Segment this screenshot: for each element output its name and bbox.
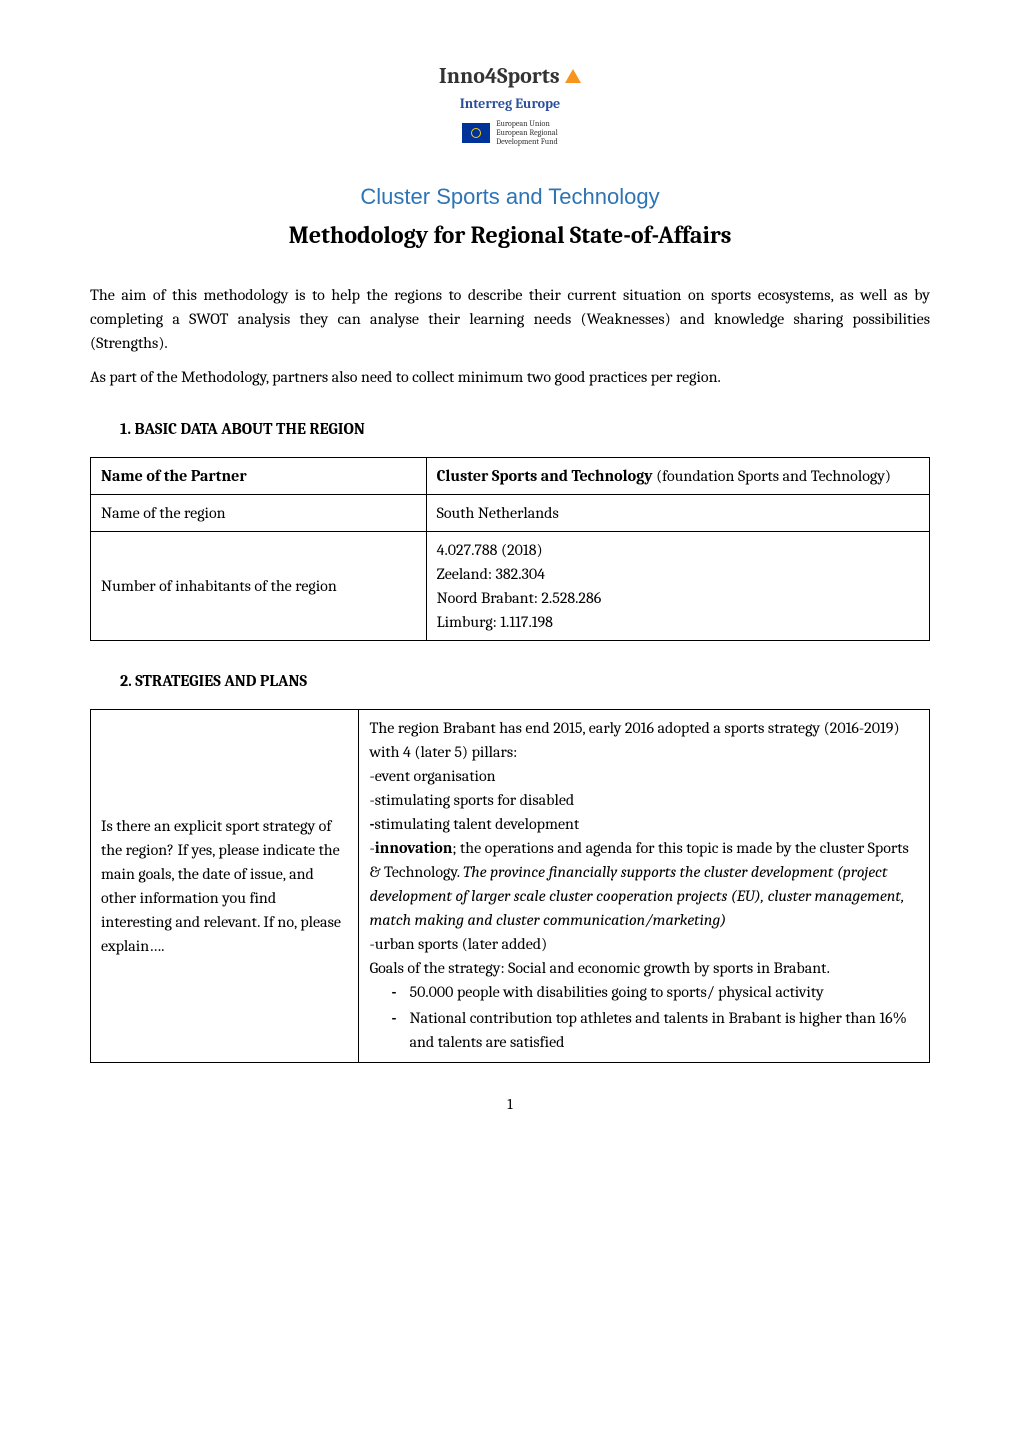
pillar-line: -event organisation <box>369 764 919 788</box>
cell-region-value: South Netherlands <box>426 495 929 532</box>
pillar-line: -stimulating sports for disabled <box>369 788 919 812</box>
inhabitants-line: Noord Brabant: 2.528.286 <box>437 586 919 610</box>
inhabitants-line: 4.027.788 (2018) <box>437 538 919 562</box>
goals-bullets: 50.000 people with disabilities going to… <box>369 980 919 1054</box>
pillar-urban: -urban sports (later added) <box>369 932 919 956</box>
partner-value-bold: Cluster Sports and Technology <box>437 467 653 485</box>
intro-paragraph-1: The aim of this methodology is to help t… <box>90 283 930 355</box>
pillar-line-bold: -stimulating talent development <box>369 812 919 836</box>
cell-strategy-question: Is there an explicit sport strategy of t… <box>91 710 359 1063</box>
table-row: Name of the Partner Cluster Sports and T… <box>91 458 930 495</box>
innovation-bold: innovation <box>375 839 453 857</box>
strategy-intro-line: The region Brabant has end 2015, early 2… <box>369 716 919 764</box>
logo-programme: Interreg Europe <box>439 93 581 114</box>
strategies-table: Is there an explicit sport strategy of t… <box>90 709 930 1063</box>
cell-partner-label: Name of the Partner <box>91 458 427 495</box>
intro-paragraph-2: As part of the Methodology, partners als… <box>90 365 930 389</box>
logo-brand-row: Inno4Sports <box>439 60 581 93</box>
title-block: Cluster Sports and Technology Methodolog… <box>90 180 930 253</box>
inhabitants-line: Limburg: 1.117.198 <box>437 610 919 634</box>
table-row: Number of inhabitants of the region 4.02… <box>91 532 930 641</box>
inhabitants-line: Zeeland: 382.304 <box>437 562 919 586</box>
page-number: 1 <box>90 1093 930 1116</box>
cell-partner-value: Cluster Sports and Technology (foundatio… <box>426 458 929 495</box>
cell-strategy-answer: The region Brabant has end 2015, early 2… <box>359 710 930 1063</box>
goals-line: Goals of the strategy: Social and econom… <box>369 956 919 980</box>
bullet-item: 50.000 people with disabilities going to… <box>409 980 919 1004</box>
table-row: Name of the region South Netherlands <box>91 495 930 532</box>
main-title: Methodology for Regional State-of-Affair… <box>90 217 930 253</box>
eu-line2: European Regional <box>496 128 558 137</box>
eu-flag-icon <box>462 123 490 143</box>
section-2-heading: 2. STRATEGIES AND PLANS <box>120 669 930 693</box>
table-row: Is there an explicit sport strategy of t… <box>91 710 930 1063</box>
logo-inner: Inno4Sports Interreg Europe European Uni… <box>439 60 581 150</box>
partner-value-suffix: (foundation Sports and Technology) <box>653 467 892 485</box>
eu-text: European Union European Regional Develop… <box>496 120 558 146</box>
cell-inhabitants-label: Number of inhabitants of the region <box>91 532 427 641</box>
cell-region-label: Name of the region <box>91 495 427 532</box>
eu-line3: Development Fund <box>496 137 558 146</box>
pillar-bold-text: stimulating talent development <box>374 815 579 833</box>
pillar-innovation: -innovation; the operations and agenda f… <box>369 836 919 932</box>
eu-line1: European Union <box>496 119 550 128</box>
header-logo: Inno4Sports Interreg Europe European Uni… <box>90 60 930 150</box>
logo-accent-icon <box>565 69 581 83</box>
logo-eu-block: European Union European Regional Develop… <box>462 120 558 146</box>
section-1-heading: 1. BASIC DATA ABOUT THE REGION <box>120 417 930 441</box>
logo-programme-text: Interreg Europe <box>460 95 560 112</box>
logo-brand: Inno4Sports <box>439 63 560 89</box>
basic-data-table: Name of the Partner Cluster Sports and T… <box>90 457 930 641</box>
cluster-title: Cluster Sports and Technology <box>90 180 930 213</box>
bullet-item: National contribution top athletes and t… <box>409 1006 919 1054</box>
cell-inhabitants-value: 4.027.788 (2018) Zeeland: 382.304 Noord … <box>426 532 929 641</box>
